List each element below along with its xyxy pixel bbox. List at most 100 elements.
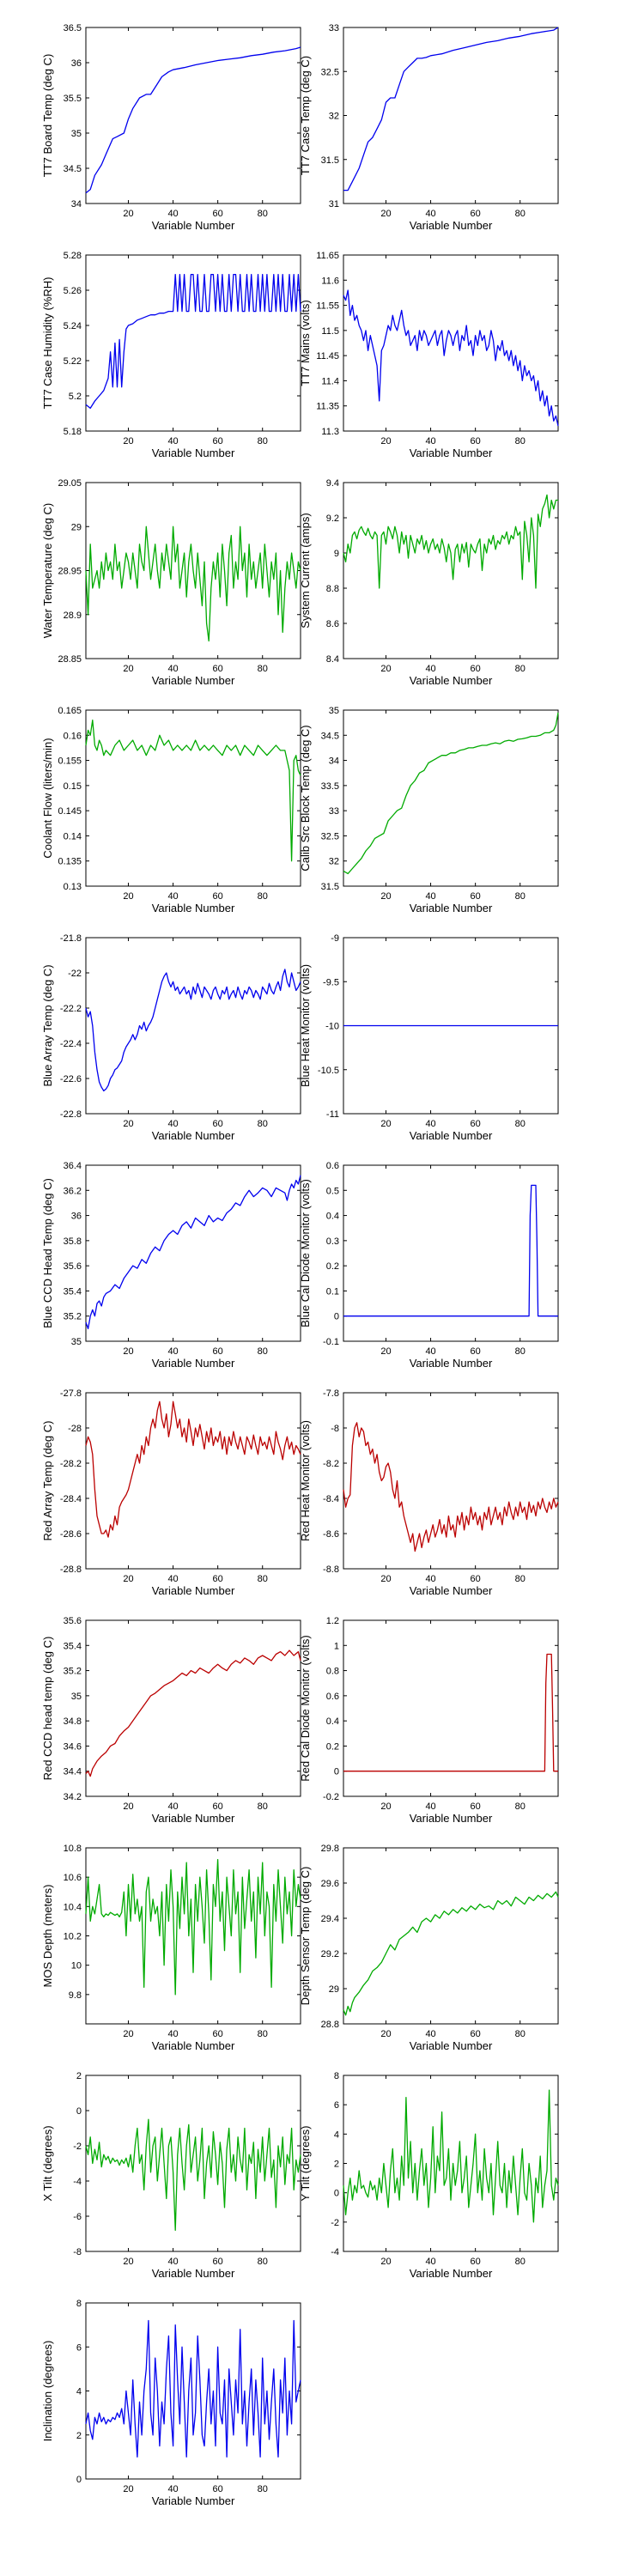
x-tick-label: 40 <box>167 436 178 447</box>
y-tick-label: 34 <box>329 756 339 767</box>
x-tick-label: 20 <box>380 2257 391 2267</box>
y-tick-label: 0.6 <box>326 1692 339 1702</box>
y-axis-label: Blue Cal Diode Monitor (volts) <box>299 1179 312 1327</box>
chart-3: 5.18 5.2 5.22 5.24 5.26 5.28 20 40 60 80 Variable … <box>41 251 301 459</box>
y-tick-label: 34.4 <box>64 1767 82 1777</box>
y-tick-label: 9.2 <box>326 513 339 524</box>
y-axis-label: Red CCD head temp (deg C) <box>41 1637 54 1781</box>
y-axis-label: TT7 Case Temp (deg C) <box>299 56 312 175</box>
x-tick-label: 40 <box>167 1119 178 1129</box>
y-tick-label: 33 <box>329 23 339 33</box>
x-tick-label: 40 <box>167 664 178 674</box>
x-tick-label: 40 <box>167 209 178 219</box>
x-axis-label: Variable Number <box>152 1584 235 1597</box>
series-line <box>85 969 301 1092</box>
y-tick-label: 34.2 <box>64 1792 82 1802</box>
y-tick-label: -8.6 <box>323 1529 339 1540</box>
y-axis-label: X Tilt (degrees) <box>41 2125 54 2201</box>
x-tick-label: 80 <box>515 2029 526 2039</box>
chart-14: -8.8 -8.6 -8.4 -8.2 -8 -7.8 20 40 60 80 Variable N… <box>299 1388 559 1597</box>
plot-area <box>343 709 559 887</box>
x-axis-label: Variable Number <box>410 447 493 459</box>
y-axis-label: TT7 Case Humidity (%RH) <box>41 277 54 410</box>
y-tick-label: 0.4 <box>326 1212 339 1222</box>
x-tick-label: 40 <box>167 2257 178 2267</box>
y-tick-label: -22.6 <box>60 1074 82 1084</box>
chart-1: 34 34.5 35 35.5 36 36.5 20 40 60 80 Variable Numbe… <box>41 23 301 232</box>
x-tick-label: 60 <box>471 209 481 219</box>
series-line <box>343 2089 559 2223</box>
y-tick-label: -22 <box>68 969 82 979</box>
y-tick-label: -7.8 <box>323 1388 339 1399</box>
x-tick-label: 40 <box>425 209 435 219</box>
x-axis-label: Variable Number <box>152 447 235 459</box>
x-tick-label: 20 <box>123 2029 133 2039</box>
x-axis-label: Variable Number <box>152 1357 235 1370</box>
x-tick-label: 40 <box>425 891 435 902</box>
series-line <box>85 1649 301 1777</box>
y-tick-label: 28.8 <box>321 2020 339 2030</box>
chart-4: 11.3 11.35 11.4 11.45 11.5 11.55 11.6 11.65 20 40… <box>299 251 559 459</box>
y-tick-label: 10.4 <box>64 1902 82 1912</box>
y-tick-label: 34.8 <box>64 1716 82 1727</box>
y-tick-label: 8 <box>334 2071 339 2081</box>
y-tick-label: 10 <box>71 1961 82 1971</box>
x-axis-label: Variable Number <box>152 674 235 687</box>
y-tick-label: 29.2 <box>321 1949 339 1959</box>
y-tick-label: 0.15 <box>64 781 82 792</box>
x-tick-label: 60 <box>213 664 223 674</box>
x-tick-label: 40 <box>425 1119 435 1129</box>
y-tick-label: -10 <box>325 1022 339 1032</box>
y-tick-label: 4 <box>76 2387 82 2397</box>
y-tick-label: 8 <box>76 2299 82 2309</box>
y-tick-label: 36 <box>71 58 82 69</box>
x-tick-label: 80 <box>515 1346 526 1357</box>
x-tick-label: 80 <box>515 209 526 219</box>
x-tick-label: 20 <box>123 1346 133 1357</box>
x-axis-label: Variable Number <box>410 1584 493 1597</box>
y-tick-label: 32 <box>329 857 339 867</box>
y-tick-label: 32.5 <box>321 831 339 841</box>
y-tick-label: -8.8 <box>323 1564 339 1575</box>
y-tick-label: 29.4 <box>321 1914 339 1924</box>
y-axis-label: System Current (amps) <box>299 513 312 628</box>
plot-area <box>343 27 559 204</box>
series-line <box>85 720 301 862</box>
plot-area <box>343 254 559 432</box>
y-tick-label: 5.18 <box>64 427 82 437</box>
y-axis-label: Blue Array Temp (deg C) <box>41 964 54 1086</box>
y-axis-label: MOS Depth (meters) <box>41 1885 54 1988</box>
plot-area <box>343 2075 559 2252</box>
chart-20: -4 -2 0 2 4 6 8 20 40 60 80 Variable Number Y Tilt (… <box>299 2071 559 2280</box>
x-tick-label: 60 <box>471 436 481 447</box>
y-tick-label: 32.5 <box>321 67 339 77</box>
x-tick-label: 80 <box>258 891 268 902</box>
y-tick-label: 34.5 <box>64 164 82 174</box>
y-tick-label: -28.8 <box>60 1564 82 1575</box>
y-tick-label: -11 <box>326 1109 339 1120</box>
y-tick-label: 10.2 <box>64 1932 82 1942</box>
x-tick-label: 60 <box>471 1801 481 1812</box>
x-tick-label: 80 <box>515 1574 526 1584</box>
y-axis-label: Red Cal Diode Monitor (volts) <box>299 1635 312 1782</box>
x-tick-label: 20 <box>123 664 133 674</box>
plot-area <box>85 27 301 204</box>
chart-18: 28.8 29 29.2 29.4 29.6 29.8 20 40 60 80 Variable N… <box>299 1844 559 2052</box>
x-tick-label: 80 <box>258 1801 268 1812</box>
y-tick-label: -22.8 <box>60 1109 82 1120</box>
x-tick-label: 60 <box>471 664 481 674</box>
x-tick-label: 60 <box>213 209 223 219</box>
x-axis-label: Variable Number <box>152 1129 235 1142</box>
x-tick-label: 60 <box>213 1574 223 1584</box>
x-tick-label: 80 <box>258 664 268 674</box>
y-tick-label: 0.135 <box>58 857 82 867</box>
x-axis-label: Variable Number <box>410 1129 493 1142</box>
y-tick-label: 0.2 <box>326 1261 339 1272</box>
x-tick-label: 60 <box>213 891 223 902</box>
y-axis-label: Blue Heat Monitor (volts) <box>299 964 312 1087</box>
y-tick-label: -8.2 <box>323 1459 339 1469</box>
x-tick-label: 80 <box>258 2257 268 2267</box>
y-tick-label: 31.5 <box>321 882 339 892</box>
y-tick-label: -6 <box>73 2212 82 2222</box>
x-tick-label: 80 <box>258 1574 268 1584</box>
